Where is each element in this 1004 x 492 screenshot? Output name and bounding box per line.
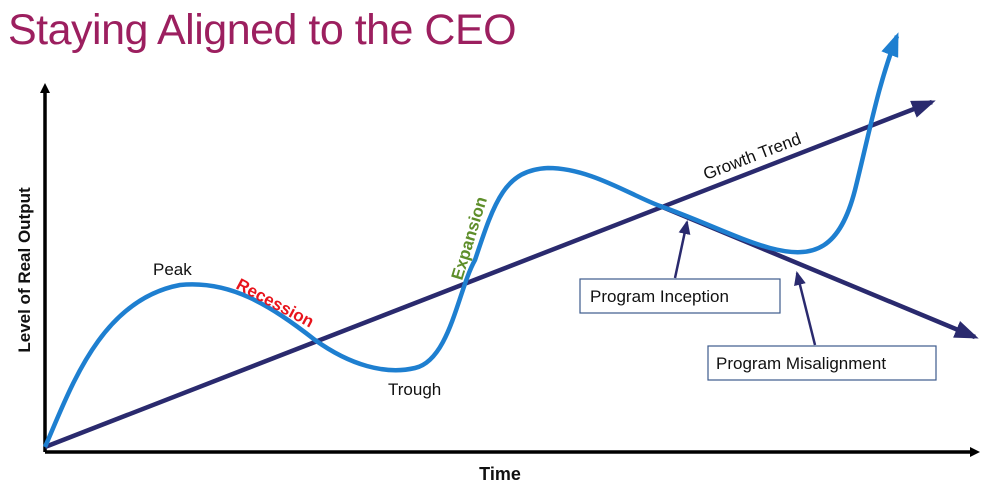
program-misalignment-callout: Program Misalignment bbox=[707, 345, 937, 381]
y-axis-label: Level of Real Output bbox=[15, 187, 34, 353]
business-cycle-curve bbox=[42, 32, 900, 448]
trough-label: Trough bbox=[388, 380, 441, 399]
program-misalignment-text: Program Misalignment bbox=[716, 354, 886, 373]
growth-trend-line bbox=[44, 99, 936, 450]
misalignment-pointer-arrow bbox=[794, 271, 817, 346]
x-axis-label: Time bbox=[479, 464, 521, 484]
program-inception-text: Program Inception bbox=[590, 287, 729, 306]
program-inception-callout: Program Inception bbox=[579, 278, 781, 314]
recession-label: Recession bbox=[233, 275, 317, 332]
page-title: Staying Aligned to the CEO bbox=[8, 6, 517, 54]
peak-label: Peak bbox=[153, 260, 192, 279]
inception-pointer-arrow bbox=[673, 220, 691, 279]
